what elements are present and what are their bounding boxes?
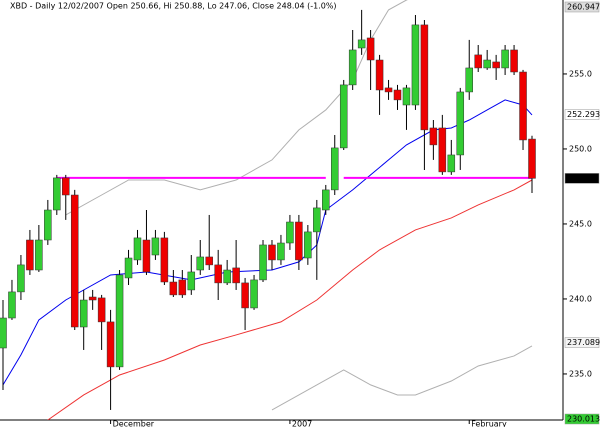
price-badge xyxy=(564,337,600,348)
candle-body xyxy=(357,39,366,49)
candle-body xyxy=(456,91,465,156)
candle-body xyxy=(483,59,491,69)
candle-body xyxy=(528,138,536,179)
candle-body xyxy=(492,61,500,69)
candle-body xyxy=(178,279,187,296)
candle-body xyxy=(429,127,438,146)
candle-body xyxy=(17,264,25,293)
candle-body xyxy=(286,221,294,244)
candle-body xyxy=(0,317,7,349)
candle-body xyxy=(133,237,142,261)
candle-body xyxy=(393,89,402,101)
candle-body xyxy=(510,49,518,73)
candle-body xyxy=(169,281,178,296)
candle-body xyxy=(402,87,411,106)
candle-body xyxy=(277,242,285,261)
indicator-line xyxy=(2,99,533,386)
candle-body xyxy=(97,297,106,323)
candle-body xyxy=(124,257,133,279)
price-badge-label: 260.947 xyxy=(567,3,600,12)
price-badge-label: 248.04 xyxy=(567,174,595,183)
y-tick-label: 240.0 xyxy=(569,294,592,303)
candle-body xyxy=(26,239,34,271)
candle-body xyxy=(241,282,249,309)
candle-body xyxy=(115,274,124,368)
candle-body xyxy=(330,147,339,191)
candle-body xyxy=(465,67,473,93)
candle-body xyxy=(474,54,482,69)
y-tick-label: 255.0 xyxy=(569,69,592,78)
price-badge xyxy=(564,173,600,184)
candle-body xyxy=(304,231,312,259)
price-badge-label: 237.089 xyxy=(567,338,600,347)
candle-body xyxy=(268,244,276,261)
price-badge xyxy=(564,413,600,425)
candle-body xyxy=(339,84,348,149)
indicator-line xyxy=(271,345,533,411)
candle-body xyxy=(142,239,151,273)
candle-body xyxy=(70,194,79,328)
y-tick-label: 250.0 xyxy=(569,144,592,153)
candle-body xyxy=(8,291,16,319)
plot-area xyxy=(0,0,536,420)
candle-body xyxy=(375,59,384,91)
x-tick-label: December xyxy=(113,420,155,427)
candle-body xyxy=(106,321,115,368)
price-badge xyxy=(564,109,600,120)
candle-body xyxy=(187,271,196,291)
indicator-line xyxy=(47,179,533,420)
price-badge xyxy=(564,1,600,13)
candle-body xyxy=(88,296,97,301)
candle-body xyxy=(35,239,43,271)
candle-body xyxy=(438,127,447,173)
candle-body xyxy=(313,207,321,233)
y-tick-label: 245.0 xyxy=(569,219,592,228)
candle-body xyxy=(420,24,429,131)
candle-body xyxy=(196,256,205,271)
candle-body xyxy=(223,269,231,284)
candle-body xyxy=(205,256,213,266)
candle-body xyxy=(53,177,61,211)
candle-body xyxy=(519,71,527,141)
x-tick-label: February xyxy=(471,420,507,427)
candle-body xyxy=(384,87,393,93)
candle-body xyxy=(160,237,169,283)
candle-body xyxy=(348,49,357,86)
candle-body xyxy=(79,299,88,328)
candle-body xyxy=(250,279,258,309)
indicator-line xyxy=(65,0,408,216)
candle-body xyxy=(259,244,267,281)
y-tick-label: 235.0 xyxy=(569,369,592,378)
candle-body xyxy=(501,49,509,69)
candle-body xyxy=(151,237,160,256)
candle-body xyxy=(62,177,70,196)
price-badge-label: 252.293 xyxy=(567,110,600,119)
candle-body xyxy=(411,24,420,106)
candle-body xyxy=(44,209,52,241)
x-tick-label: 2007 xyxy=(292,420,312,427)
chart-title: XBD - Daily 12/02/2007 Open 250.66, Hi 2… xyxy=(10,2,337,11)
price-badge-label: 230.013 xyxy=(567,415,600,424)
candle-body xyxy=(366,37,375,61)
candle-body xyxy=(295,221,303,261)
candle-body xyxy=(232,267,240,284)
candle-body xyxy=(214,264,222,284)
candle-body xyxy=(322,189,330,211)
candle-body xyxy=(447,154,456,173)
